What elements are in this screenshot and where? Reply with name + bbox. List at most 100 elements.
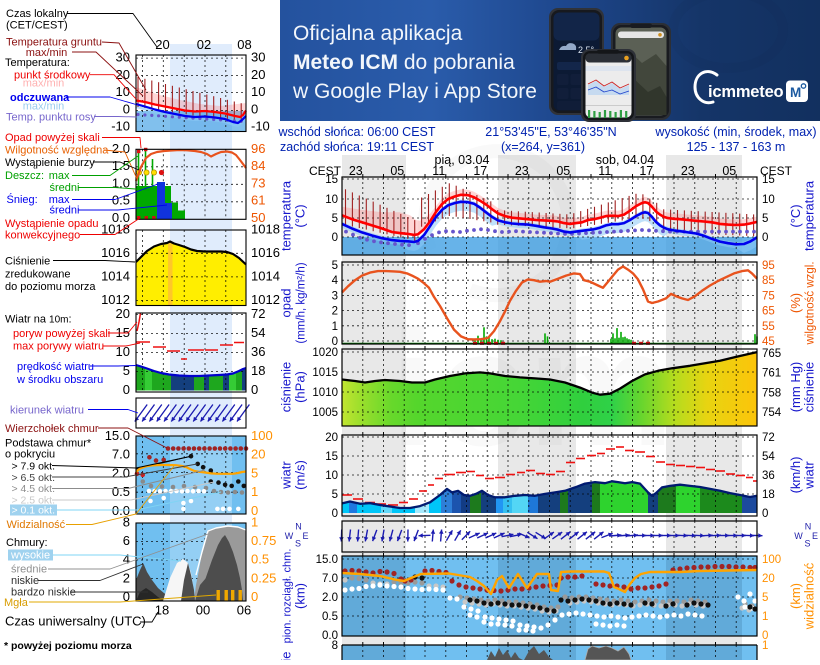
svg-text:0: 0 (251, 382, 258, 397)
svg-text:61: 61 (251, 193, 265, 208)
svg-text:08: 08 (237, 37, 251, 52)
svg-text:17: 17 (639, 164, 653, 178)
svg-text:max: max (49, 170, 70, 182)
svg-text:65: 65 (762, 306, 775, 318)
svg-text:(x=264, y=361): (x=264, y=361) (501, 140, 585, 154)
svg-text:> 0.1 okt.: > 0.1 okt. (12, 505, 56, 517)
svg-text:0: 0 (332, 232, 338, 244)
svg-text:0: 0 (251, 589, 258, 604)
svg-text:Wierzchołek chmur: Wierzchołek chmur (5, 423, 99, 435)
svg-text:4: 4 (332, 275, 339, 287)
svg-text:1010: 1010 (312, 387, 338, 399)
svg-text:1016: 1016 (251, 245, 280, 260)
svg-text:Czas uniwersalny (UTC): Czas uniwersalny (UTC) (5, 614, 146, 629)
svg-text:10: 10 (251, 84, 265, 99)
svg-text:zachód słońca: 19:11 CEST: zachód słońca: 19:11 CEST (280, 140, 434, 154)
svg-text:E: E (812, 531, 818, 541)
svg-text:765: 765 (762, 348, 781, 360)
svg-text:(°C): (°C) (293, 204, 308, 227)
svg-text:max porywy wiatru: max porywy wiatru (13, 341, 104, 353)
svg-text:N: N (295, 522, 302, 532)
svg-text:(%): (%) (788, 293, 803, 313)
svg-text:20: 20 (762, 573, 775, 585)
svg-text:Oficjalna aplikacja: Oficjalna aplikacja (293, 22, 463, 45)
svg-text:75: 75 (762, 290, 775, 302)
svg-text:M: M (790, 85, 801, 100)
svg-text:Czas lokalny: Czas lokalny (6, 8, 69, 20)
svg-text:-10: -10 (251, 119, 270, 134)
svg-text:36: 36 (251, 344, 265, 359)
svg-text:8: 8 (332, 640, 338, 652)
svg-text:poryw powyżej skali: poryw powyżej skali (13, 328, 110, 340)
svg-text:temperatura: temperatura (279, 180, 294, 251)
svg-text:11: 11 (598, 164, 611, 178)
svg-text:Wilgotność względna: Wilgotność względna (5, 145, 109, 157)
svg-text:5: 5 (762, 213, 768, 225)
svg-text:72: 72 (251, 306, 265, 321)
svg-text:0: 0 (762, 232, 768, 244)
svg-text:20: 20 (116, 306, 130, 321)
svg-text:30: 30 (116, 50, 130, 65)
svg-text:18: 18 (251, 363, 265, 378)
svg-text:wschód słońca: 06:00 CEST: wschód słońca: 06:00 CEST (277, 125, 435, 139)
svg-text:18: 18 (762, 489, 775, 501)
svg-text:(CET/CEST): (CET/CEST) (6, 20, 68, 32)
svg-text:konwekcyjnego: konwekcyjnego (5, 230, 80, 242)
svg-text:niskie: niskie (11, 575, 39, 587)
svg-text:Mgła: Mgła (4, 597, 29, 609)
svg-text:17: 17 (473, 164, 487, 178)
svg-text:1015: 1015 (312, 367, 338, 379)
svg-text:23: 23 (515, 164, 529, 178)
svg-text:6: 6 (123, 533, 130, 548)
svg-text:(m/s): (m/s) (293, 460, 308, 490)
svg-text:0: 0 (332, 508, 338, 520)
svg-text:S: S (804, 539, 810, 549)
svg-text:opad: opad (279, 289, 294, 318)
svg-text:1012: 1012 (251, 292, 280, 307)
svg-text:5: 5 (762, 592, 768, 604)
svg-text:0: 0 (123, 382, 130, 397)
svg-text:30: 30 (251, 50, 265, 65)
svg-text:23: 23 (681, 164, 695, 178)
svg-text:max/min: max/min (23, 78, 65, 90)
svg-text:125 - 137 - 163 m: 125 - 137 - 163 m (687, 140, 786, 154)
svg-text:761: 761 (762, 368, 781, 380)
svg-text:11: 11 (432, 164, 445, 178)
svg-text:wiatr: wiatr (279, 461, 294, 490)
svg-text:5: 5 (251, 465, 258, 480)
svg-text:05: 05 (390, 164, 404, 178)
svg-text:w Google Play i App Store: w Google Play i App Store (292, 80, 537, 103)
svg-text:73: 73 (251, 175, 265, 190)
svg-text:Opad powyżej skali: Opad powyżej skali (5, 132, 100, 144)
svg-text:* powyżej poziomu morza: * powyżej poziomu morza (4, 640, 132, 652)
svg-text:średni: średni (50, 205, 80, 217)
svg-text:Deszcz:: Deszcz: (5, 170, 44, 182)
svg-text:temperatura: temperatura (802, 180, 817, 251)
svg-text:Chmury:: Chmury: (6, 537, 48, 549)
svg-text:754: 754 (762, 407, 782, 419)
svg-text:96: 96 (251, 141, 265, 156)
svg-text:5: 5 (332, 213, 338, 225)
svg-text:100: 100 (762, 554, 781, 566)
svg-text:zachmurzenie: zachmurzenie (279, 652, 294, 660)
svg-text:758: 758 (762, 387, 781, 399)
svg-text:00: 00 (196, 603, 210, 618)
svg-text:o pokryciu: o pokryciu (5, 449, 55, 461)
svg-text:23: 23 (349, 164, 363, 178)
svg-text:N: N (805, 522, 812, 532)
svg-text:0.5: 0.5 (322, 611, 338, 623)
svg-text:0.5: 0.5 (112, 484, 130, 499)
svg-text:ciśnienie: ciśnienie (279, 362, 294, 413)
svg-text:36: 36 (762, 470, 775, 482)
svg-text:0.75: 0.75 (251, 533, 276, 548)
svg-text:wilgotność wzgl.: wilgotność wzgl. (805, 261, 817, 345)
svg-text:5: 5 (332, 260, 338, 272)
svg-text:15.0: 15.0 (105, 428, 130, 443)
svg-text:1: 1 (762, 640, 768, 652)
svg-text:3: 3 (332, 290, 338, 302)
svg-text:18: 18 (155, 603, 169, 618)
svg-text:10: 10 (116, 84, 130, 99)
svg-text:84: 84 (251, 158, 265, 173)
svg-text:Wystąpienie opadu: Wystąpienie opadu (5, 218, 98, 230)
svg-text:1012: 1012 (101, 292, 130, 307)
